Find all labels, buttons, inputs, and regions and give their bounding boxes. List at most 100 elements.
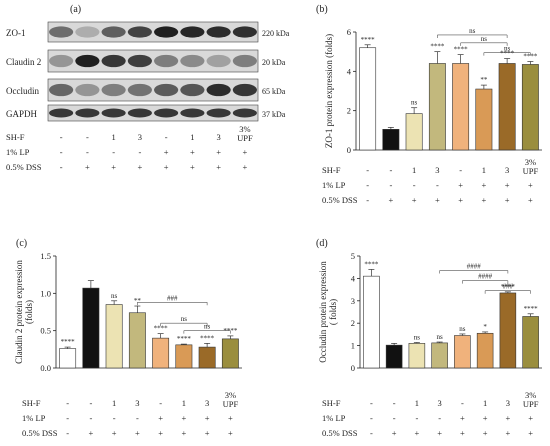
blot-band (154, 26, 179, 38)
treatment-cell: - (136, 413, 139, 423)
significance-label: ns (437, 333, 444, 341)
y-tick-label: 0 (347, 145, 351, 155)
treatment-cell: UPF (223, 399, 239, 409)
blot-strip (47, 78, 259, 102)
treatment-cell: UPF (523, 399, 539, 409)
treatment-cell: + (242, 147, 247, 157)
y-tick-label: 1.0 (40, 288, 51, 298)
treatment-cell: - (389, 180, 392, 190)
treatment-cell: + (435, 195, 440, 205)
treatment-cell: - (438, 413, 441, 423)
blot-kda-label: 220 kDa (262, 29, 290, 38)
treatment-cell: 3 (138, 132, 142, 142)
panel-label-a: (a) (70, 4, 81, 15)
treatment-cell: + (483, 413, 488, 423)
bar (59, 348, 77, 369)
treatment-cell: + (216, 147, 221, 157)
y-tick-label: 0.0 (40, 363, 51, 373)
treatment-cell: + (458, 195, 463, 205)
treatment-cell: UPF (523, 166, 539, 176)
blot-band (206, 83, 231, 97)
treatment-cell: + (460, 413, 465, 423)
blot-band (180, 83, 205, 97)
blot-strip (47, 49, 259, 73)
treatment-cell: - (413, 180, 416, 190)
treatment-cell: + (88, 428, 93, 438)
treatment-table-a: SH-F - - 1 3 - 1 3 3%UPF 1% LP - - - - + + + +0.5% DSS - + +… (6, 124, 253, 172)
treatment-cell: + (392, 428, 397, 438)
treatment-cell: + (505, 428, 510, 438)
treatment-cell: 3 (217, 132, 221, 142)
treatment-cell: 1 (412, 165, 416, 175)
treatment-cell: + (481, 180, 486, 190)
treatment-cell: + (505, 180, 510, 190)
significance-label: **** (454, 46, 469, 54)
treatment-cell: - (366, 180, 369, 190)
treatment-cell: + (135, 428, 140, 438)
treatment-cell: + (164, 147, 169, 157)
bar (428, 63, 446, 151)
blot-band (49, 54, 74, 68)
treatment-cell: - (393, 413, 396, 423)
blot-protein-label: GAPDH (6, 109, 38, 119)
y-tick-label: 5 (351, 251, 355, 261)
bar (475, 88, 493, 151)
bar (105, 304, 123, 369)
significance-label: ** (480, 76, 488, 84)
treatment-cell: 1 (483, 398, 487, 408)
treatment-cell: 1 (112, 132, 116, 142)
blot-strip (47, 21, 259, 43)
bar (476, 332, 494, 369)
treatment-cell: - (389, 165, 392, 175)
treatment-cell: + (205, 428, 210, 438)
treatment-cell: + (458, 180, 463, 190)
blot-band (154, 54, 179, 68)
blot-band (154, 108, 179, 118)
y-tick-label: 3 (351, 296, 355, 306)
blot-band (154, 83, 179, 97)
bar (363, 275, 380, 369)
treatment-cell: 3% (525, 157, 536, 167)
treatment-cell: 3 (435, 165, 439, 175)
blot-strip (47, 104, 259, 122)
blot-band (206, 108, 231, 118)
blot-band (180, 54, 205, 68)
blot-band (49, 26, 74, 38)
y-tick-label: 1 (351, 341, 355, 351)
significance-label: **** (430, 43, 445, 51)
blot-band (75, 108, 100, 118)
treatment-cell: + (483, 428, 488, 438)
treatment-cell: + (164, 162, 169, 172)
treatment-cell: + (158, 413, 163, 423)
comparison-label: #### (478, 273, 493, 281)
significance-label: ns (411, 99, 418, 107)
blot-kda-label: 37 kDa (262, 110, 286, 119)
treatment-cell: - (89, 413, 92, 423)
treatment-cell: + (242, 162, 247, 172)
significance-label: **** (177, 335, 192, 343)
y-tick-label: 0 (351, 363, 355, 373)
bar (408, 343, 426, 369)
treatment-cell: + (505, 195, 510, 205)
bar (385, 344, 403, 369)
treatment-cell: - (370, 398, 373, 408)
treatment-cell: + (181, 428, 186, 438)
bar (152, 337, 170, 369)
treatment-cell: + (216, 162, 221, 172)
treatment-label: 0.5% DSS (322, 195, 358, 205)
comparison-label: ns (504, 45, 511, 53)
treatment-cell: 1 (190, 132, 194, 142)
blot-band (75, 54, 100, 68)
treatment-cell: - (461, 398, 464, 408)
blot-band (180, 108, 205, 118)
blot-band (232, 26, 257, 38)
treatment-cell: + (205, 413, 210, 423)
bar (522, 316, 539, 369)
treatment-cell: + (412, 195, 417, 205)
bar (498, 63, 516, 151)
bar (452, 63, 470, 151)
significance-label: ns (111, 292, 118, 300)
treatment-cell: + (528, 195, 533, 205)
treatment-label: 1% LP (322, 413, 346, 423)
treatment-cell: 1 (482, 165, 486, 175)
